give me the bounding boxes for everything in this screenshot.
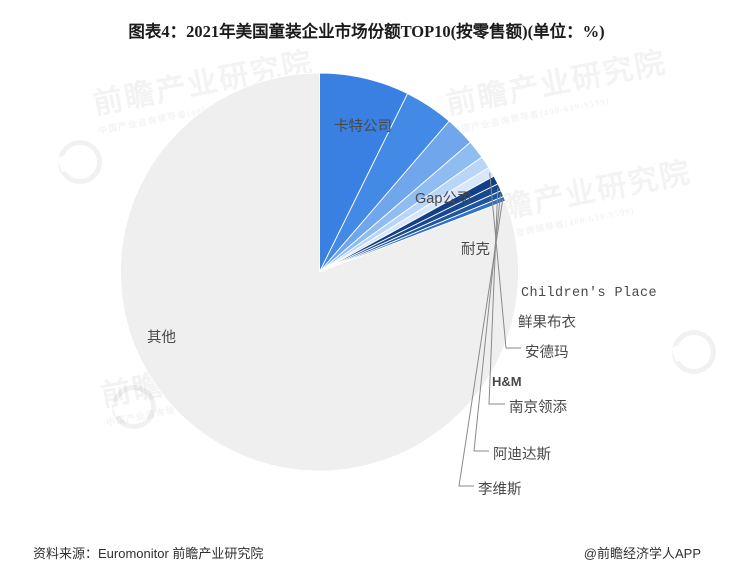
- pie-slice: [120, 72, 519, 472]
- leader-line: [458, 199, 504, 487]
- slice-label-childrens-place: Children's Place: [521, 286, 658, 301]
- leader-line: [488, 188, 505, 405]
- slice-label-other: 其他: [147, 330, 176, 346]
- slice-label-gap: Gap公司: [415, 191, 472, 207]
- slice-label-nanjing-lingtian: 南京领添: [509, 400, 567, 416]
- leader-line: [489, 172, 521, 349]
- pie-slice-group: [120, 72, 519, 472]
- slice-label-adidas: 阿迪达斯: [493, 447, 551, 463]
- slice-label-kate: 卡特公司: [334, 119, 392, 135]
- slice-label-levis: 李维斯: [478, 482, 522, 498]
- slice-label-hm: H&M: [492, 374, 522, 389]
- slice-label-under-armour: 安德玛: [525, 345, 569, 361]
- leader-line: [473, 194, 501, 452]
- app-credit: @前瞻经济学人APP: [583, 546, 701, 561]
- source-note: 资料来源：Euromonitor 前瞻产业研究院: [33, 546, 264, 561]
- slice-label-xianguobuyi: 鲜果布衣: [518, 315, 576, 331]
- leader-line-group: [458, 172, 521, 487]
- slice-label-nike: 耐克: [461, 242, 490, 258]
- page-title: 图表4：2021年美国童装企业市场份额TOP10(按零售额)(单位：%): [128, 22, 605, 41]
